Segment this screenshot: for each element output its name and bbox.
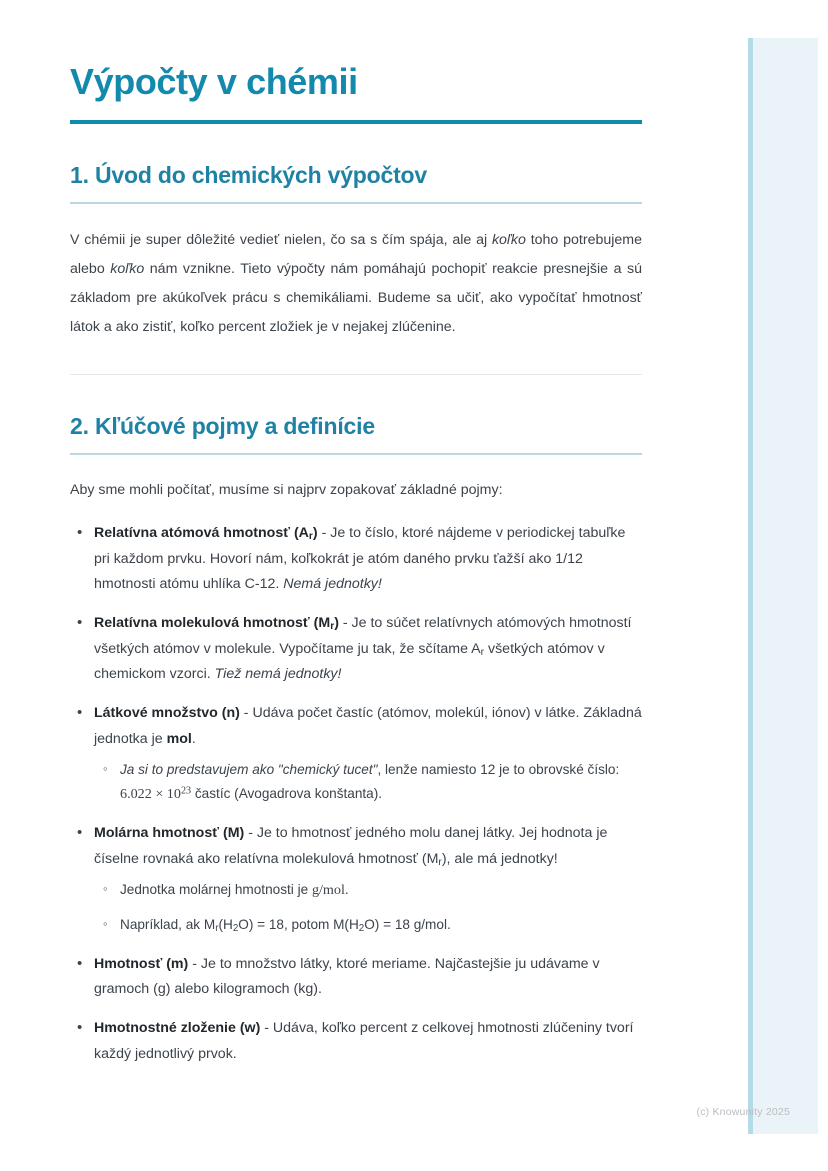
term-text-a: Relatívna molekulová hmotnosť (M [94,615,331,632]
section-2-heading: 2. Kľúčové pojmy a definície [70,413,375,440]
term-inline-bold: mol [166,730,192,747]
term-description-b: . [191,730,196,747]
term-description-a: - Je to hmotnosť jedného molu danej látk… [94,825,608,867]
page-footer: (c) Knowunity 2025 [696,1106,790,1118]
avogadro-value: 6.022 × 1023 [120,785,192,803]
sub-item-text-c: O) = 18, potom M(H [238,917,359,933]
term-emphasis: Nemá jednotky! [283,575,382,592]
sub-list-item-chemical-dozen: Ja si to predstavujem ako "chemický tuce… [103,757,642,807]
term-label: Hmotnostné zloženie (w) [94,1020,261,1037]
water-subscript-2: 2 [358,923,365,935]
par-emphasis-2: koľko [110,261,145,278]
term-label: Hmotnosť (m) [94,955,189,972]
key-terms-list: Relatívna atómová hmotnosť (Ar) - Je to … [70,520,642,1067]
inline-subscript-r: r [215,923,219,935]
section-1-heading: 1. Úvod do chemických výpočtov [70,162,428,189]
section-1: 1. Úvod do chemických výpočtov V chémii … [70,162,642,342]
term-description-a: - Udáva počet častíc (atómov, molekúl, i… [94,705,642,747]
sub-item-text-a: Napríklad, ak M [120,917,216,933]
water-subscript-1: 2 [232,923,239,935]
term-text-b: ) [334,615,339,632]
sub-item-text-b: (H [218,917,233,933]
sub-item-text-b: častíc (Avogadrova konštanta). [191,786,383,802]
inline-subscript-r: r [438,856,442,868]
sub-item-text-a: , lenže namiesto 12 je to obrovské číslo… [377,761,620,777]
section-1-paragraph: V chémii je super dôležité vedieť nielen… [70,226,642,342]
term-subscript: r [330,621,335,633]
par-text-1: V chémii je super dôležité vedieť nielen… [70,231,492,248]
page-title: Výpočty v chémii [70,61,358,102]
section-2-heading-rule [70,452,642,455]
par-text-2: toho potrebujeme alebo [70,231,642,278]
term-label: Látkové množstvo (n) [94,705,240,722]
term-label: Relatívna molekulová hmotnosť (Mr) [94,615,339,633]
title-underline-rule [70,120,642,125]
avogadro-mantissa: 6.022 × 10 [120,786,181,803]
term-description-b: všetkých atómov v chemickom vzorci. [94,640,605,683]
term-emphasis: Tiež nemá jednotky! [214,666,342,683]
list-item-relative-molecular-mass: Relatívna molekulová hmotnosť (Mr) - Je … [77,610,642,687]
section-1-heading-rule [70,201,642,204]
list-item-mass-composition: Hmotnostné zloženie (w) - Udáva, koľko p… [77,1015,642,1067]
sub-list-item-unit: Jednotka molárnej hmotnosti je g/mol. [103,877,642,903]
right-panel-accent-line [748,38,753,1134]
list-item-molar-mass: Molárna hmotnosť (M) - Je to hmotnosť je… [77,820,642,938]
term-text-a: Relatívna atómová hmotnosť (A [94,525,309,542]
sub-list-item-example: Napríklad, ak Mr(H2O) = 18, potom M(H2O)… [103,912,642,938]
par-emphasis-1: koľko [491,231,526,248]
list-item-mass: Hmotnosť (m) - Je to množstvo látky, kto… [77,951,642,1003]
term-description-a: - Je to súčet relatívnych atómových hmot… [94,615,632,657]
par-text-3: nám vznikne. Tieto výpočty nám pomáhajú … [70,261,642,336]
term-text-b: ) [312,525,318,542]
term-description: - Udáva, koľko percent z celkovej hmotno… [94,1020,634,1062]
molar-mass-unit: g/mol [311,881,345,898]
section-2: 2. Kľúčové pojmy a definície Aby sme moh… [70,413,642,1066]
sub-list-molar-mass: Jednotka molárnej hmotnosti je g/mol. Na… [94,877,642,938]
right-decorative-panel [748,38,818,1134]
sub-item-text-b: . [344,881,349,897]
term-description: - Je to množstvo látky, ktoré meriame. N… [94,955,600,997]
term-subscript: r [308,531,313,543]
sub-item-text-d: O) = 18 g/mol. [364,917,451,933]
list-item-relative-atomic-mass: Relatívna atómová hmotnosť (Ar) - Je to … [77,520,642,597]
term-label: Relatívna atómová hmotnosť (Ar) [94,525,318,543]
term-label: Molárna hmotnosť (M) [94,825,245,842]
term-description: - Je to číslo, ktoré nájdeme v periodick… [94,525,626,592]
inline-subscript-r: r [480,646,485,658]
sub-item-text-a: Jednotka molárnej hmotnosti je [120,881,312,897]
list-item-amount-of-substance: Látkové množstvo (n) - Udáva počet častí… [77,700,642,807]
sub-list-amount-of-substance: Ja si to predstavujem ako "chemický tuce… [94,757,642,807]
section-divider [70,374,642,376]
term-description-b: ), ale má jednotky! [441,850,558,867]
sub-item-emphasis: Ja si to predstavujem ako "chemický tuce… [120,761,378,777]
section-2-intro: Aby sme mohli počítať, musíme si najprv … [70,481,503,498]
avogadro-exponent: 23 [180,785,192,797]
document-page: Výpočty v chémii 1. Úvod do chemických v… [0,0,712,1171]
